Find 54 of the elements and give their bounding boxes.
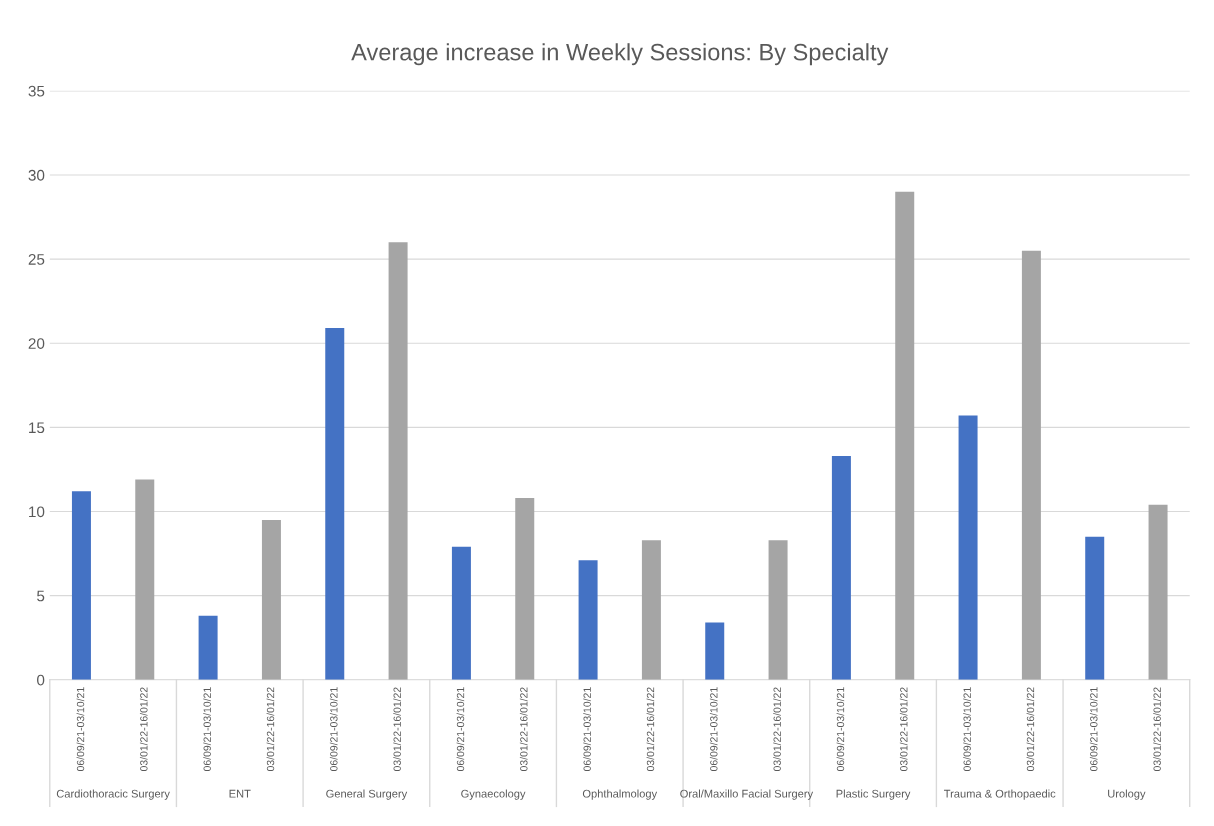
text: 03/01/22-16/01/22 <box>1153 687 1161 772</box>
x-tick-label: General Surgery <box>326 789 408 800</box>
x-tick-label: Oral/Maxillo Facial Surgery <box>680 789 814 800</box>
x-tick-label: Trauma & Orthopaedic <box>943 789 1056 800</box>
bar <box>198 615 218 680</box>
bar <box>831 456 851 680</box>
bar <box>958 415 978 680</box>
chart-title: Average increase in Weekly Sessions: By Specialty <box>351 43 889 66</box>
bar <box>641 540 661 680</box>
bar <box>515 498 535 680</box>
text: 06/09/21-03/10/21 <box>583 687 591 772</box>
bar <box>1148 504 1168 680</box>
text: 03/01/22-16/01/22 <box>266 687 275 772</box>
text: 03/01/22-16/01/22 <box>899 687 908 772</box>
bar <box>1085 536 1105 680</box>
text: 06/09/21-03/10/21 <box>1089 687 1098 772</box>
y-tick-label: 30 <box>28 169 45 181</box>
x-tick-label: Urology <box>1108 789 1146 800</box>
text: 03/01/22-16/01/22 <box>393 687 401 772</box>
x-tick-label: Gynaecology <box>461 789 526 800</box>
y-tick-label: 15 <box>29 422 45 434</box>
bar <box>135 479 155 680</box>
bar <box>261 519 281 680</box>
text: 06/09/21-03/10/21 <box>329 687 338 772</box>
bar <box>895 191 915 680</box>
text: 06/09/21-03/10/21 <box>709 687 718 772</box>
y-tick-label: 10 <box>29 506 45 518</box>
bar <box>705 622 725 680</box>
text: 06/09/21-03/10/21 <box>963 687 971 772</box>
y-tick-label: 20 <box>28 338 45 349</box>
text: 06/09/21-03/10/21 <box>203 687 211 772</box>
text: 06/09/21-03/10/21 <box>76 687 85 772</box>
text: 03/01/22-16/01/22 <box>773 687 781 772</box>
text: 03/01/22-16/01/22 <box>646 687 655 772</box>
y-tick-label: 5 <box>37 590 45 602</box>
text: 06/09/21-03/10/21 <box>836 687 845 772</box>
y-tick-label: 25 <box>28 254 45 265</box>
y-tick-label: 35 <box>28 85 45 97</box>
text: 03/01/22-16/01/22 <box>519 687 528 772</box>
x-tick-label: Plastic Surgery <box>836 789 911 800</box>
text: 03/01/22-16/01/22 <box>1026 687 1035 772</box>
bar <box>71 491 91 680</box>
bar <box>1021 250 1041 680</box>
x-tick-label: ENT <box>229 789 251 798</box>
bar <box>388 242 408 680</box>
x-tick-label: Cardiothoracic Surgery <box>56 789 170 800</box>
bar <box>325 328 345 680</box>
bar <box>768 540 788 680</box>
text: 06/09/21-03/10/21 <box>456 687 465 772</box>
bar <box>451 546 471 680</box>
x-tick-label: Ophthalmology <box>582 789 658 800</box>
text: 03/01/22-16/01/22 <box>139 687 148 772</box>
bar <box>578 560 598 680</box>
y-tick-label: 0 <box>37 674 45 686</box>
